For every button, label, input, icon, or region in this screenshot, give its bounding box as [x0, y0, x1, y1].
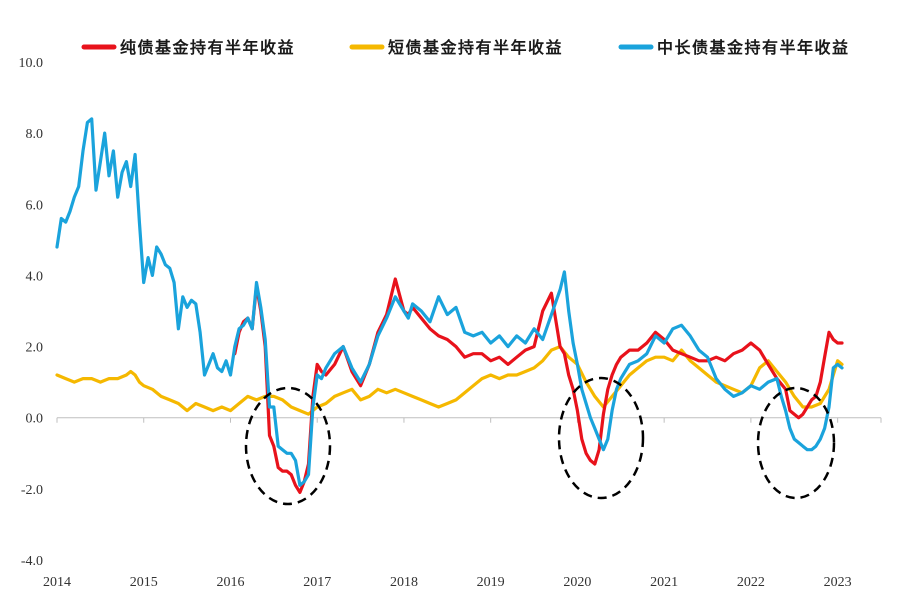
series-line-2 [55, 117, 844, 487]
x-tick-label-2016: 2016 [216, 575, 244, 590]
y-tick-label-4: 2.0 [26, 341, 44, 356]
x-tick-label-2023: 2023 [824, 575, 852, 590]
y-tick-label-0: 10.0 [19, 56, 44, 71]
annotations [244, 376, 836, 506]
legend-label-0: 纯债基金持有半年收益 [120, 38, 295, 57]
x-tick-label-2019: 2019 [477, 575, 505, 590]
annotation-circle-2016 [244, 386, 332, 506]
x-tick-label-2022: 2022 [737, 575, 765, 590]
x-tick-label-2015: 2015 [130, 575, 158, 590]
legend-label-1: 短债基金持有半年收益 [388, 38, 563, 57]
y-tick-label-1: 8.0 [26, 127, 44, 142]
x-tick-label-2014: 2014 [43, 575, 71, 590]
x-axis: 2014 2015 2016 2017 2018 2019 2020 2021 2022 2023 [43, 417, 882, 590]
y-tick-label-3: 4.0 [26, 269, 44, 284]
x-tick-label-2021: 2021 [650, 575, 678, 590]
x-tick-label-2017: 2017 [303, 575, 331, 590]
series-line-1 [55, 345, 844, 416]
legend: 纯债基金持有半年收益 短债基金持有半年收益 中长债基金持有半年收益 [81, 38, 850, 57]
x-tick-label-2018: 2018 [390, 575, 418, 590]
annotation-circle-2020 [557, 376, 645, 500]
series-layer [55, 117, 844, 494]
legend-label-2: 中长债基金持有半年收益 [657, 38, 850, 57]
y-tick-label-7: -4.0 [21, 554, 43, 569]
y-tick-label-6: -2.0 [21, 483, 43, 498]
y-axis: 10.0 8.0 6.0 4.0 2.0 0.0 -2.0 -4.0 [19, 56, 44, 569]
x-tick-label-2020: 2020 [563, 575, 591, 590]
annotation-circle-2022 [756, 386, 836, 500]
y-tick-label-2: 6.0 [26, 198, 44, 213]
y-tick-label-5: 0.0 [26, 412, 44, 427]
